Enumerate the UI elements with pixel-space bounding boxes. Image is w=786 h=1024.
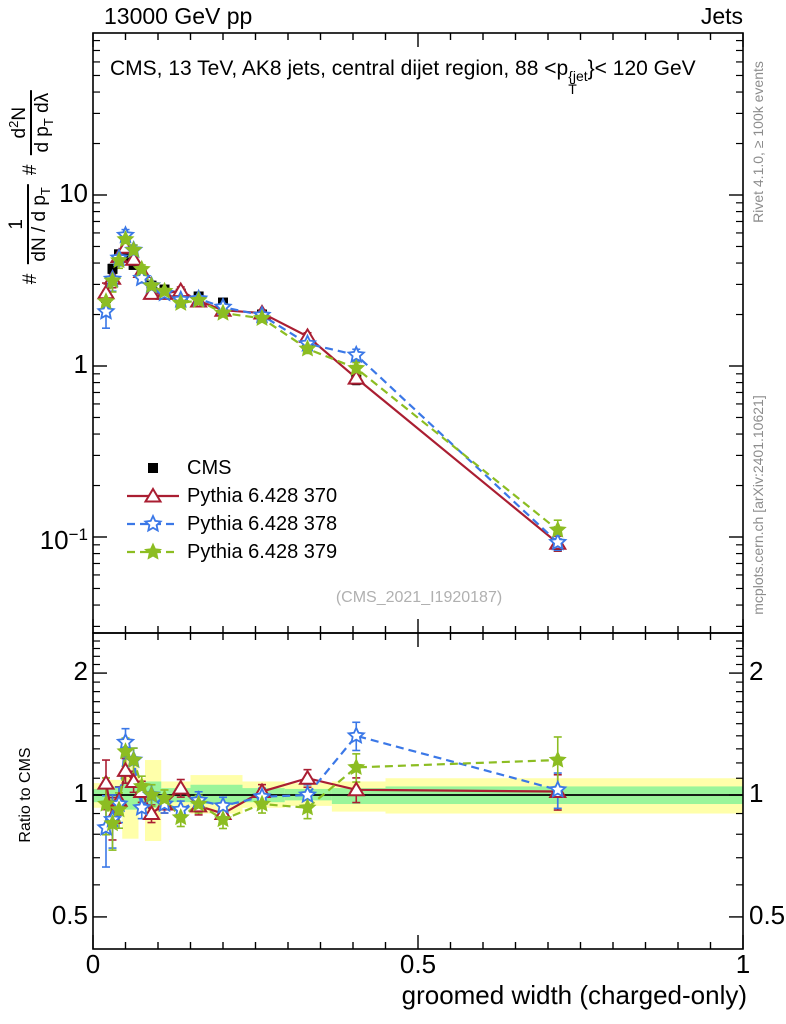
- fraction-2: d2N d pT dλ: [3, 89, 59, 156]
- rivet-version-label: Rivet 4.1.0, ≥ 100k events: [750, 61, 766, 223]
- pt-jet-stack: {jet T: [568, 68, 588, 97]
- ratio-y-tick-label-left-1: 1: [73, 778, 88, 808]
- hash-symbol-1: #: [20, 273, 41, 285]
- legend-label-cms: CMS: [187, 457, 232, 479]
- pt-jet-sup: {jet: [568, 68, 588, 84]
- legend-label-pythia378: Pythia 6.428 378: [187, 513, 338, 535]
- main-y-tick-label-10: 10: [59, 178, 88, 208]
- main-y-tick-label-10−1: 10−1: [39, 525, 88, 555]
- panel-title-prefix: CMS, 13 TeV, AK8 jets, central dijet reg…: [110, 57, 569, 80]
- x-tick-label-1: 1: [735, 949, 751, 979]
- ratio-y-tick-label-right-0.5: 0.5: [749, 899, 786, 930]
- legend-label-pythia379: Pythia 6.428 379: [187, 541, 338, 563]
- panel-title-suffix: }< 120 GeV: [587, 57, 696, 80]
- mcplots-reference-label: mcplots.cern.ch [arXiv:2401.10621]: [750, 395, 766, 615]
- ratio-y-tick-label-left-0.5: 0.5: [51, 899, 88, 930]
- hash-symbol-2: #: [20, 164, 41, 176]
- ratio-y-tick-label-left-2: 2: [73, 656, 88, 687]
- pt-jet-sub: T: [568, 81, 577, 97]
- panel-title: CMS, 13 TeV, AK8 jets, central dijet reg…: [110, 57, 696, 96]
- analysis-group-label: Jets: [700, 3, 743, 29]
- analysis-id-watermark: (CMS_2021_I1920187): [335, 589, 503, 606]
- ratio-y-tick-label-right-2: 2: [749, 656, 764, 687]
- beam-energy-label: 13000 GeV pp: [104, 3, 253, 29]
- x-tick-label-0.5: 0.5: [399, 949, 437, 979]
- legend-label-pythia370: Pythia 6.428 370: [187, 485, 338, 507]
- main-y-tick-label-1: 1: [73, 349, 88, 379]
- x-tick-label-0: 0: [85, 949, 101, 979]
- x-axis-title: groomed width (charged-only): [401, 980, 747, 1010]
- ratio-y-tick-label-right-1: 1: [749, 778, 764, 808]
